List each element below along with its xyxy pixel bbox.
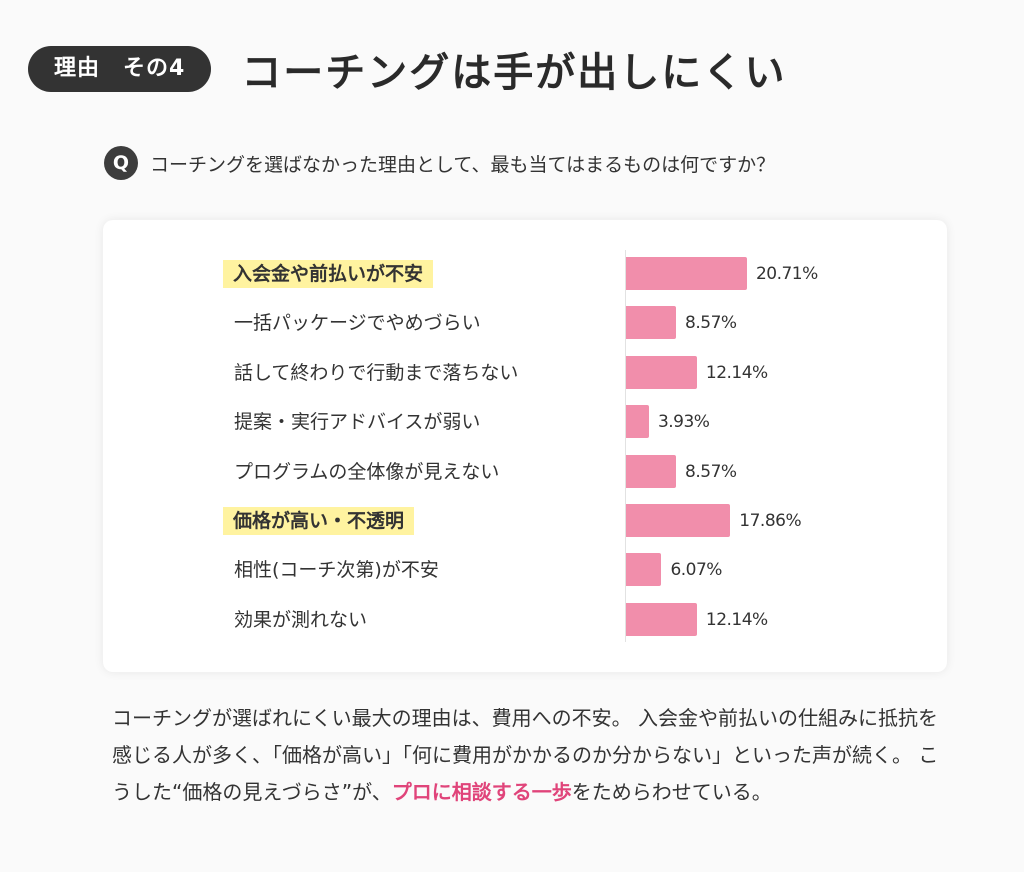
bar [626,504,731,537]
chart-row: 提案・実行アドバイスが弱い 3.93% [103,403,947,441]
bar [626,257,747,290]
bar-value-label: 20.71% [755,264,818,284]
chart-row: 効果が測れない 12.14% [103,601,947,639]
chart-row: 一括パッケージでやめづらい 8.57% [103,304,947,342]
bar [626,553,662,587]
bar-value-label: 8.57% [685,461,737,482]
bar [626,454,677,488]
page-title: コーチングは手が出しにくい [241,50,787,96]
question-icon: Q [104,146,138,180]
chart-card: 入会金や前払いが不安 20.71% 一括パッケージでやめづらい 8.57% 話して終わり… [103,220,947,672]
bar-value-label: 12.14% [705,362,768,383]
bar-value-label: 8.57% [685,313,737,334]
bar-label: 一括パッケージでやめづらい [234,312,481,335]
bar-label: 価格が高い・不透明 [223,507,415,535]
bar-value-label: 17.86% [739,511,802,531]
bar-label: 効果が測れない [234,608,368,631]
section-header: 理由 その4 コーチングは手が出しにくい [28,40,787,98]
bar [626,306,677,340]
bar [626,602,697,636]
chart-row: 入会金や前払いが不安 20.71% [103,255,947,293]
bar [626,355,697,389]
chart-row: 価格が高い・不透明 17.86% [103,502,947,540]
bar-label: 話して終わりで行動まで落ちない [234,361,519,384]
bar-label: 相性(コーチ次第)が不安 [234,559,439,582]
chart-row: プログラムの全体像が見えない 8.57% [103,453,947,491]
bar-label: 提案・実行アドバイスが弱い [234,411,481,434]
survey-question: Q コーチングを選ばなかった理由として、最も当てはまるものは何ですか？ [104,146,775,180]
reason-badge: 理由 その4 [28,46,212,92]
summary-accent-text: プロに相談する一歩 [391,780,572,804]
summary-text: コーチングが選ばれにくい最大の理由は、費用への不安。 入会金や前払いの仕組みに抵… [112,706,939,804]
chart-axis-line [625,250,626,642]
question-text: コーチングを選ばなかった理由として、最も当てはまるものは何ですか？ [150,153,776,176]
summary-paragraph: コーチングが選ばれにくい最大の理由は、費用への不安。 入会金や前払いの仕組みに抵… [112,700,952,811]
bar [626,405,649,439]
bar-value-label: 3.93% [657,412,710,433]
summary-text-end: をためらわせている。 [571,780,772,804]
bar-label: 入会金や前払いが不安 [223,260,434,288]
chart-row: 相性(コーチ次第)が不安 6.07% [103,551,947,589]
bar-value-label: 6.07% [670,560,722,581]
chart-row: 話して終わりで行動まで落ちない 12.14% [103,354,947,392]
bar-label: プログラムの全体像が見えない [234,460,500,483]
bar-value-label: 12.14% [705,609,768,630]
